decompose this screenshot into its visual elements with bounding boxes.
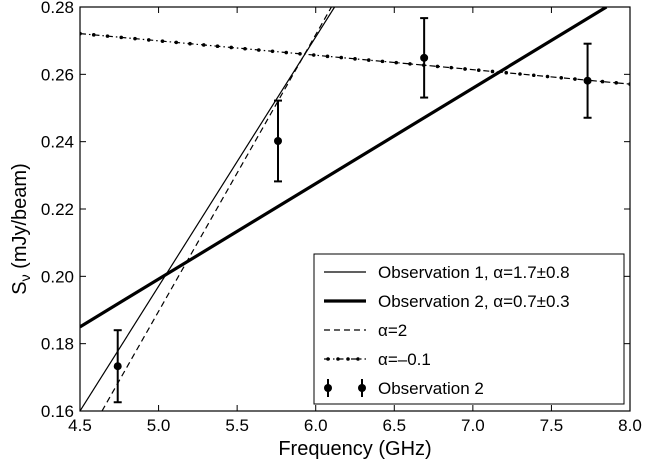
legend-marker <box>326 357 330 361</box>
series-marker <box>229 45 234 50</box>
series-marker <box>284 50 289 55</box>
series-marker <box>146 38 151 42</box>
series-marker <box>518 72 522 76</box>
x-tick-label: 8.0 <box>618 416 642 435</box>
series-marker <box>174 40 179 45</box>
legend: Observation 1, α=1.7±0.8 Observation 2, α… <box>313 253 625 405</box>
x-tick-label: 5.0 <box>147 416 171 435</box>
series-marker <box>339 55 344 60</box>
legend-label: Observation 2 <box>378 379 484 398</box>
series-marker <box>160 39 165 43</box>
series-line-2 <box>101 7 332 411</box>
series-marker <box>215 44 220 49</box>
x-tick-label: 5.5 <box>225 416 249 435</box>
legend-box <box>313 253 625 405</box>
y-tick-label: 0.22 <box>41 200 74 219</box>
series-marker <box>366 58 371 62</box>
series-marker <box>298 51 302 56</box>
series-marker <box>201 43 206 47</box>
series-line-3 <box>80 32 630 85</box>
legend-marker <box>356 357 360 361</box>
series-marker <box>91 33 96 37</box>
series-marker <box>188 41 192 46</box>
y-tick-label: 0.16 <box>41 402 74 421</box>
series-marker <box>133 36 137 41</box>
legend-marker <box>358 384 366 392</box>
legend-label: α=–0.1 <box>378 350 431 369</box>
series-marker <box>353 57 357 61</box>
plot-layer <box>80 7 630 411</box>
series-marker <box>559 75 564 80</box>
data-point <box>113 362 122 371</box>
x-tick-label: 4.5 <box>68 416 92 435</box>
series-line-1 <box>80 7 608 329</box>
series-marker <box>449 65 454 70</box>
series-marker <box>105 34 110 38</box>
legend-marker <box>324 384 332 392</box>
y-tick-label: 0.24 <box>41 133 74 152</box>
series-marker <box>490 69 495 74</box>
series-marker <box>435 64 440 69</box>
x-tick-label: 7.0 <box>461 416 485 435</box>
series-marker <box>311 53 316 57</box>
series-marker <box>256 48 261 52</box>
data-point <box>274 136 282 145</box>
data-point <box>583 76 592 85</box>
series-marker <box>325 54 330 59</box>
series-marker <box>531 73 536 78</box>
data-point <box>420 53 429 62</box>
y-tick-label: 0.18 <box>41 335 74 354</box>
y-axis-title-subscript: ν <box>17 274 33 281</box>
x-tick-label: 6.0 <box>304 416 328 435</box>
y-tick-label: 0.20 <box>41 267 74 286</box>
series-marker <box>270 49 275 54</box>
series-marker <box>463 67 467 71</box>
series-marker <box>394 60 399 65</box>
series-marker <box>545 74 550 79</box>
legend-label: α=2 <box>378 321 407 340</box>
legend-label: Observation 2, α=0.7±0.3 <box>378 292 570 311</box>
series-marker <box>243 46 247 51</box>
series-marker <box>119 35 124 40</box>
series-line-0 <box>80 7 336 411</box>
series-marker <box>600 79 605 84</box>
y-axis-title: Sν (mJy/beam) <box>9 163 33 294</box>
series-marker <box>504 70 509 75</box>
series-marker <box>614 81 619 85</box>
legend-label: Observation 1, α=1.7±0.8 <box>378 263 570 282</box>
y-tick-label: 0.28 <box>41 0 74 17</box>
x-axis-title: Frequency (GHz) <box>278 438 431 460</box>
series-marker <box>476 68 481 73</box>
series-marker <box>408 62 412 66</box>
ticks-layer: 4.5 5.0 5.5 6.0 6.5 7.0 7.5 8.0 0.16 0.18 0.20 0.22… <box>41 0 642 435</box>
series-marker <box>573 77 577 81</box>
x-tick-label: 6.5 <box>382 416 406 435</box>
x-tick-label: 7.5 <box>540 416 564 435</box>
y-tick-label: 0.26 <box>41 65 74 84</box>
legend-marker <box>346 357 350 361</box>
legend-marker <box>336 357 340 361</box>
series-marker <box>380 59 385 64</box>
